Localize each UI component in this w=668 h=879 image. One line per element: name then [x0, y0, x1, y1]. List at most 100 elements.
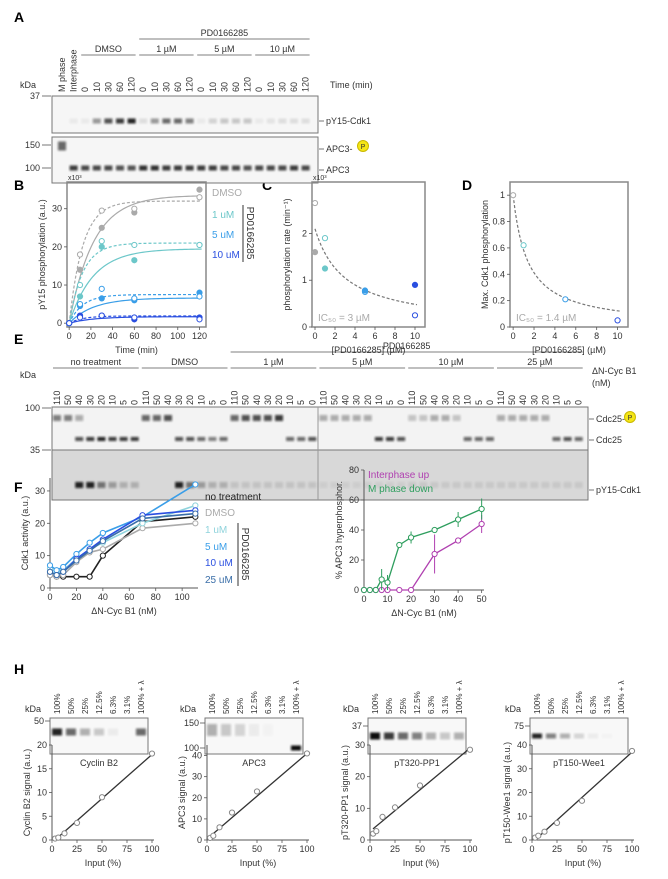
y-tick-label: 40 [192, 751, 202, 761]
blot-band [220, 165, 229, 171]
panel-label-a: A [14, 9, 24, 25]
y-multiplier: x10³ [313, 175, 327, 182]
blot-band [108, 728, 118, 736]
band-label: APC3 [326, 165, 350, 175]
lane-label: 0 [574, 400, 584, 405]
data-point [196, 186, 203, 193]
data-point [541, 828, 548, 835]
blot-band [386, 437, 394, 441]
blot-band [141, 415, 150, 421]
lane-label: 10 [208, 82, 218, 92]
x-axis-label: Input (%) [403, 858, 440, 868]
y-axis-label: phosphorylation rate (min⁻¹) [282, 198, 292, 310]
lane-label: 50 [241, 395, 251, 405]
x-tick-label: 20 [406, 594, 416, 604]
lane-label: 100% + λ [617, 680, 626, 714]
time-label: Time (min) [330, 80, 373, 90]
y-axis-label: Max. Cdk1 phosphorylation [480, 200, 490, 309]
lane-label: 3.1% [278, 696, 287, 714]
blot-band [252, 415, 261, 421]
mw-marker: 37 [352, 721, 362, 731]
data-point [98, 224, 105, 231]
x-tick-label: 8 [392, 331, 397, 341]
data-point [455, 516, 462, 523]
x-tick-label: 100 [462, 844, 477, 854]
x-tick-label: 2 [532, 331, 537, 341]
data-point [455, 537, 462, 544]
lane-label: 50 [152, 395, 162, 405]
blot-band [602, 734, 612, 739]
blot-band [152, 415, 161, 421]
lane-label: 100% [53, 694, 62, 714]
blot-band [243, 118, 252, 124]
data-point [396, 541, 403, 549]
x-tick-label: 75 [440, 844, 450, 854]
lane-label: 100% + λ [137, 680, 146, 714]
legend-label: DMSO [205, 508, 235, 519]
kda-label: kDa [180, 704, 196, 714]
lane-label: 5 [563, 400, 573, 405]
legend-label: 5 uM [212, 230, 234, 241]
blot-band [197, 482, 206, 488]
data-point [311, 249, 319, 256]
mw-marker: 150 [25, 140, 40, 150]
lane-label: 10 [285, 395, 295, 405]
legend-label: Interphase up [368, 470, 430, 481]
blot-band [563, 482, 572, 488]
y-tick-label: 0.2 [492, 296, 505, 306]
blot-band [127, 118, 136, 124]
fit-line [534, 751, 633, 841]
lane-label: 110 [52, 391, 62, 405]
blot-band [185, 118, 194, 124]
data-point [73, 573, 80, 580]
blot-band [94, 728, 104, 736]
data-point [391, 804, 399, 811]
y-tick-label: 30 [355, 740, 365, 750]
blot-band [301, 165, 310, 171]
x-axis-label: ΔN-Cyc B1 (nM) [91, 606, 157, 616]
y-axis-label: pT320-PP1 signal (a.u.) [340, 745, 350, 840]
phospho-badge-label: P [628, 415, 633, 422]
blot-band [175, 437, 184, 441]
blot-h-0 [49, 717, 149, 755]
x-tick-label: 50 [477, 594, 487, 604]
blot-band [330, 482, 339, 488]
data-point [99, 546, 106, 553]
y-tick-label: 30 [517, 764, 527, 774]
data-point [76, 293, 84, 300]
lane-label: 0 [130, 400, 140, 405]
data-point [53, 571, 60, 579]
x-tick-label: 75 [277, 844, 287, 854]
y-tick-label: 20 [517, 788, 527, 798]
lane-label: 5 [474, 400, 484, 405]
panel-label-h: H [14, 661, 24, 677]
x-tick-label: 20 [86, 331, 96, 341]
group-label: 10 µM [438, 357, 463, 367]
blot-band [497, 415, 505, 421]
blot-band [75, 437, 84, 441]
blot-band [530, 415, 539, 421]
data-point [99, 552, 106, 559]
blot-band [546, 733, 556, 739]
blot-band [52, 728, 62, 736]
y-tick-label: 5 [42, 811, 47, 821]
x-tick-label: 80 [151, 592, 161, 602]
lane-label: 12.5% [575, 691, 584, 714]
data-point [535, 832, 542, 839]
x-tick-label: 0 [511, 331, 516, 341]
y-tick-label: 10 [517, 811, 527, 821]
lane-label: 25% [236, 698, 245, 714]
blot-band [81, 165, 90, 171]
data-point [76, 266, 84, 273]
y-axis-label: Cyclin B2 signal (a.u.) [22, 749, 32, 837]
lane-label: 50 [507, 395, 517, 405]
y-tick-label: 20 [192, 793, 202, 803]
lane-label: 30 [441, 395, 451, 405]
lane-label: 20 [96, 395, 106, 405]
data-point [196, 316, 203, 323]
x-axis-label: Input (%) [240, 858, 277, 868]
fit-curve-dashed [68, 242, 202, 324]
data-point [192, 510, 199, 517]
blot-band [430, 482, 439, 488]
data-point [76, 281, 84, 289]
